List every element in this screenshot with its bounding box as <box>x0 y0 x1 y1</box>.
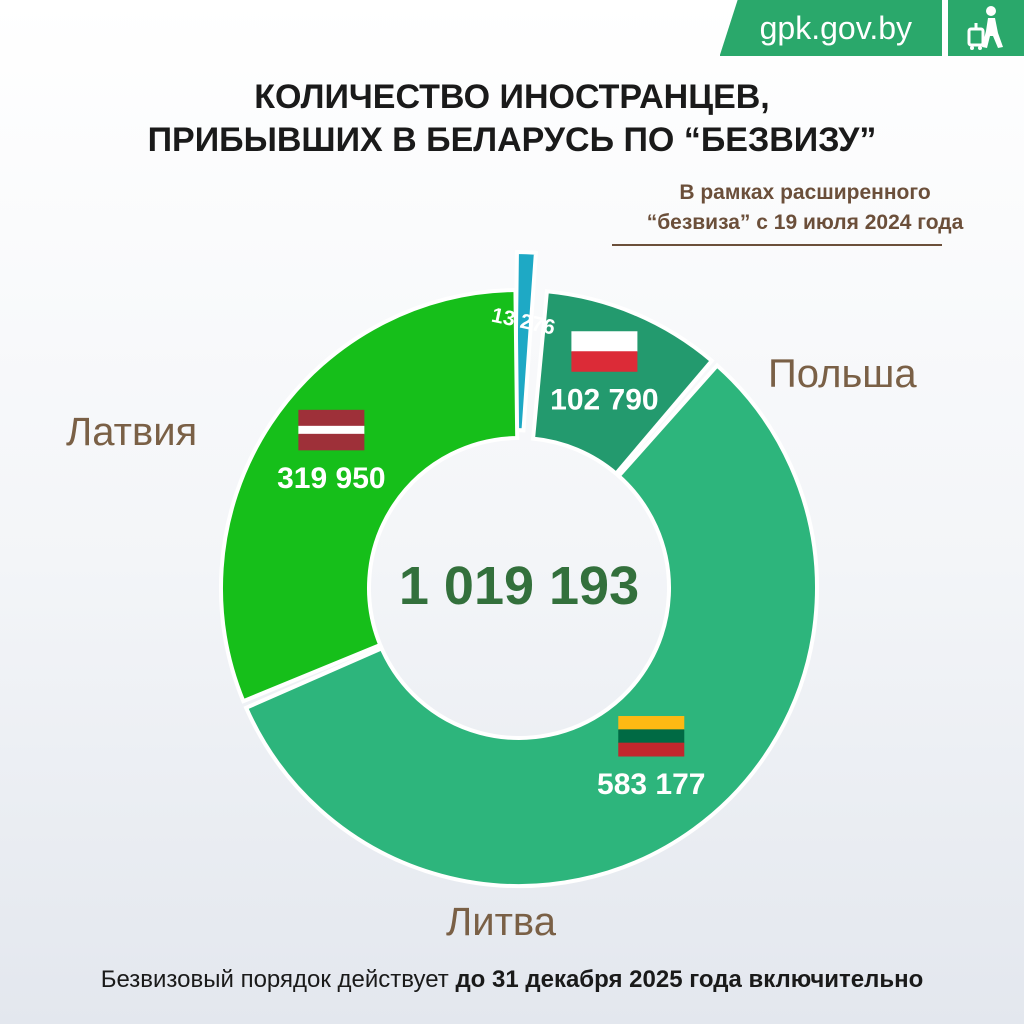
value-label-lithuania: 583 177 <box>597 768 705 801</box>
country-label-lithuania: Литва <box>446 900 556 944</box>
note-line-2: “безвиза” с 19 июля 2024 года <box>646 211 964 234</box>
footer-bold: до 31 декабря 2025 года включительно <box>455 966 924 993</box>
lithuania-flag-icon <box>618 716 685 757</box>
site-name[interactable]: gpk.gov.by <box>719 0 942 56</box>
extended-visa-free-note: В рамках расширенного “безвиза” с 19 июл… <box>600 178 1010 238</box>
traveler-with-suitcase-icon <box>948 0 1024 56</box>
footer-normal: Безвизовый порядок действует <box>100 966 449 993</box>
country-label-poland: Польша <box>768 352 917 396</box>
note-line-1: В рамках расширенного <box>679 181 931 204</box>
footer-note: Безвизовый порядок действует до 31 декаб… <box>0 966 1024 994</box>
value-label-latvia: 319 950 <box>277 462 385 495</box>
page-title: КОЛИЧЕСТВО ИНОСТРАНЦЕВ, ПРИБЫВШИХ В БЕЛА… <box>0 76 1024 162</box>
poland-flag-icon <box>571 331 638 372</box>
country-label-latvia: Латвия <box>66 410 198 454</box>
slice-latvia <box>219 287 520 704</box>
title-line-1: КОЛИЧЕСТВО ИНОСТРАНЦЕВ, <box>254 78 770 116</box>
note-underline <box>612 244 942 246</box>
brand-bar: gpk.gov.by <box>719 0 1024 56</box>
title-line-2: ПРИБЫВШИХ В БЕЛАРУСЬ ПО “БЕЗВИЗУ” <box>147 121 877 159</box>
latvia-flag-icon <box>298 409 365 451</box>
center-total: 1 019 193 <box>399 556 639 616</box>
value-label-poland: 102 790 <box>550 383 658 416</box>
